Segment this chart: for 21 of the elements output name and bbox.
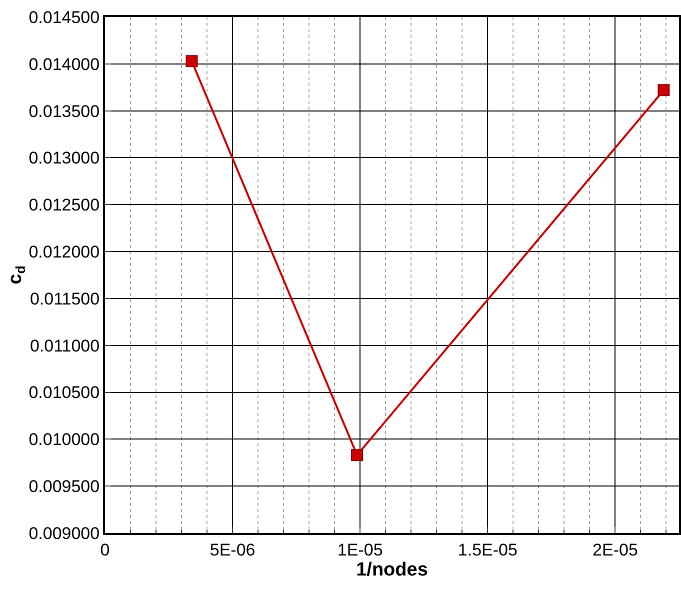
point	[658, 84, 670, 96]
y-tick-label: 0.014500	[28, 8, 100, 27]
x-tick-label: 2E-05	[592, 540, 638, 560]
y-tick-label: 0.012500	[28, 196, 100, 215]
x-axis-title: 1/nodes	[356, 559, 428, 580]
y-tick-label: 0.013500	[28, 102, 100, 121]
y-tick-label: 0.009500	[28, 477, 100, 496]
y-tick-label: 0.010000	[28, 430, 100, 450]
x-tick-label: 0	[100, 540, 110, 560]
x-tick-label: 1.5E-05	[458, 540, 518, 560]
y-tick-label: 0.014000	[28, 54, 100, 74]
y-tick-label: 0.010500	[28, 383, 100, 402]
point	[186, 55, 198, 68]
point	[351, 449, 364, 462]
y-tick-label: 0.011000	[30, 336, 100, 356]
y-tick-label: 0.011500	[30, 289, 100, 308]
x-tick-label: 5E-06	[210, 540, 256, 560]
y-tick-label: 0.013000	[28, 148, 100, 168]
x-tick-label: 1E-05	[337, 540, 383, 560]
y-tick-label: 0.009000	[28, 524, 100, 543]
y-tick-label: 0.012000	[28, 242, 100, 262]
